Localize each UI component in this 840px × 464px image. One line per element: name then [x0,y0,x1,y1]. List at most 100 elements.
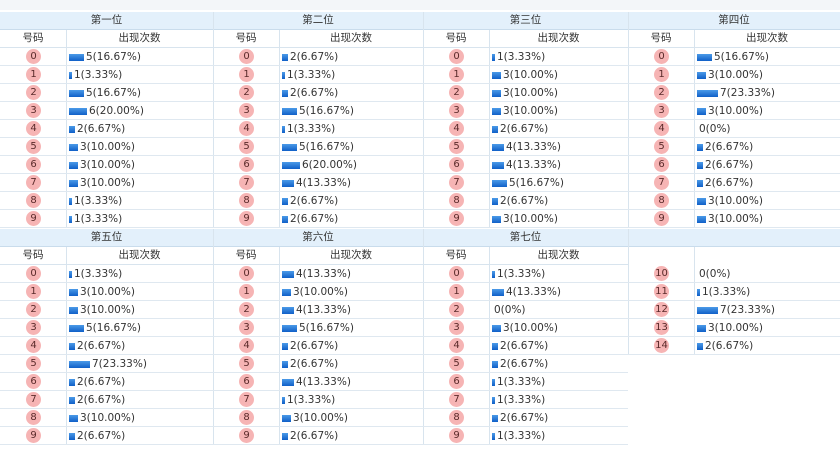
count-bar [492,343,498,350]
count-label: 4(13.33%) [296,268,351,280]
row-line [423,174,628,192]
row-line [628,319,840,337]
divider [66,30,67,228]
row-line [213,391,423,409]
count-label: 2(6.67%) [77,376,126,388]
count-label: 3(10.00%) [708,213,763,225]
count-label: 4(13.33%) [506,286,561,298]
count-label: 6(20.00%) [89,105,144,117]
row-line [628,48,840,66]
row-line [423,427,628,445]
column-header: 出现次数 [489,30,628,48]
count-label: 1(3.33%) [497,376,546,388]
count-label: 3(10.00%) [708,69,763,81]
number-badge: 1 [26,284,41,299]
number-badge: 6 [449,157,464,172]
row-line [213,265,423,283]
column-header: 号码 [423,30,489,48]
count-bar [69,54,84,61]
row-line [0,355,213,373]
row-line [0,391,213,409]
count-bar [282,397,285,404]
number-badge: 1 [26,67,41,82]
count-label: 1(3.33%) [497,430,546,442]
count-label: 3(10.00%) [80,177,135,189]
count-bar [69,72,72,79]
number-badge: 1 [449,284,464,299]
count-bar [69,379,75,386]
count-bar [492,162,504,169]
number-badge: 1 [239,67,254,82]
count-label: 5(16.67%) [299,322,354,334]
count-label: 2(6.67%) [500,195,549,207]
count-bar [492,90,501,97]
number-badge: 4 [449,121,464,136]
divider [628,12,629,228]
number-badge: 0 [26,266,41,281]
divider [694,30,695,228]
count-bar [282,343,288,350]
number-badge: 9 [239,211,254,226]
row-line [628,84,840,102]
count-label: 2(6.67%) [705,340,754,352]
divider [694,247,695,355]
count-label: 2(6.67%) [77,430,126,442]
panel-title: 第一位 [0,12,213,30]
count-bar [282,162,300,169]
row-line [423,283,628,301]
row-line [0,138,213,156]
number-badge: 8 [239,410,254,425]
number-badge: 9 [449,428,464,443]
number-badge: 7 [26,392,41,407]
row-line [628,337,840,355]
number-badge: 9 [26,211,41,226]
row-line [423,192,628,210]
count-bar [282,379,294,386]
count-label: 2(6.67%) [290,430,339,442]
row-line [0,84,213,102]
number-badge: 5 [239,139,254,154]
number-badge: 5 [239,356,254,371]
number-badge: 8 [449,193,464,208]
count-label: 2(6.67%) [500,412,549,424]
column-header: 出现次数 [66,30,213,48]
count-label: 1(3.33%) [74,268,123,280]
divider [423,12,424,228]
count-bar [492,415,498,422]
number-badge: 2 [449,302,464,317]
row-line [0,66,213,84]
row-line [0,156,213,174]
count-label: 4(13.33%) [296,376,351,388]
row-line [628,265,840,283]
number-badge: 3 [239,103,254,118]
count-label: 3(10.00%) [503,87,558,99]
count-label: 7(23.33%) [720,304,775,316]
count-bar [282,289,291,296]
count-bar [69,271,72,278]
row-line [628,210,840,228]
number-badge: 6 [239,374,254,389]
row-line [213,66,423,84]
count-bar [282,90,288,97]
row-line [628,156,840,174]
column-header: 号码 [0,30,66,48]
row-line [628,301,840,319]
number-badge: 5 [449,356,464,371]
column-header: 出现次数 [694,30,840,48]
count-label: 4(13.33%) [296,177,351,189]
count-label: 2(6.67%) [705,141,754,153]
number-badge: 6 [26,374,41,389]
number-badge: 7 [26,175,41,190]
count-bar [69,162,78,169]
count-label: 2(6.67%) [290,195,339,207]
count-bar [492,361,498,368]
row-line [213,84,423,102]
count-label: 6(20.00%) [302,159,357,171]
row-line [213,210,423,228]
count-label: 1(3.33%) [287,394,336,406]
number-badge: 3 [26,320,41,335]
count-bar [69,397,75,404]
row-line [213,192,423,210]
row-line [213,120,423,138]
row-line [0,174,213,192]
